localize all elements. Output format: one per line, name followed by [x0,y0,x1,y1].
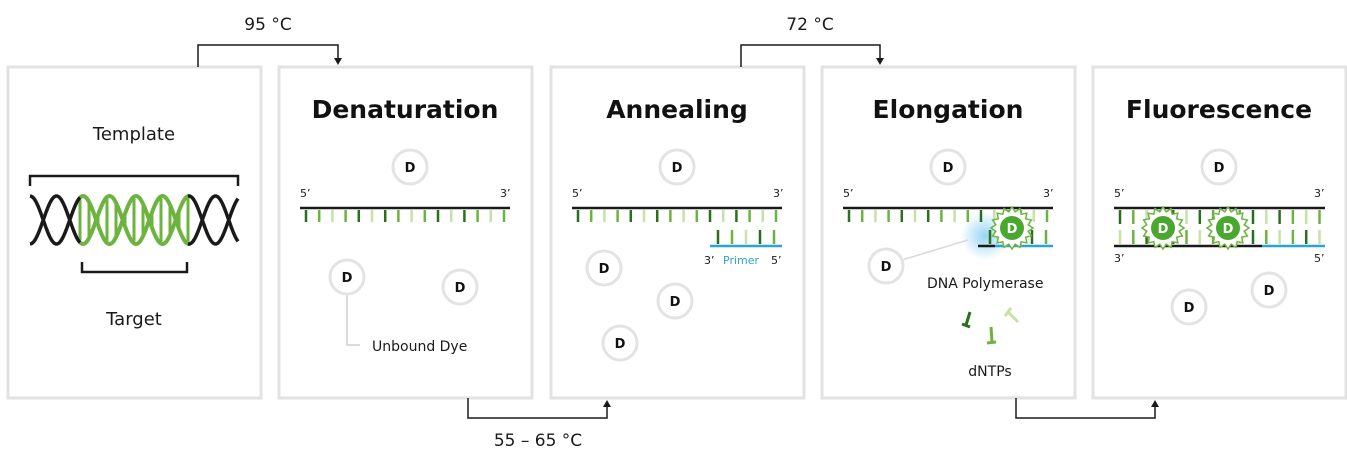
unbound-dye-icon: D [1170,288,1208,326]
denaturation-content: Denaturation 5’ 3’ Unbound Dye [300,95,511,355]
template-label: Template [92,124,175,145]
helix-strand-end [187,194,240,246]
dye-letter: D [670,295,681,310]
unbound-dye-icon: D [929,148,967,186]
connector-72: 72 °C [740,15,884,67]
dye-ring [1170,288,1208,326]
temp-anneal-label: 55 – 65 °C [494,431,582,451]
helix-strand-end [29,194,83,246]
dye-ring [328,258,366,296]
helix-strand-end [29,194,83,246]
unbound-dye-icon: D [441,268,479,306]
bound-dye-icon: D [1205,205,1251,251]
unbound-dye-icon: D [328,258,366,296]
elo-strand [843,206,1053,248]
dye-markers: D D D D D D D D D D D D D D D [328,148,1288,362]
flu-top-5-label: 5’ [1114,187,1125,200]
dye-ring [441,268,479,306]
ann-strand [572,206,782,248]
dye-letter: D [881,260,892,275]
ann-5-label: 5’ [572,187,583,200]
dye-letter: D [1184,301,1195,316]
primer-3-label: 3’ [704,254,715,267]
dye-ring [585,249,623,287]
dye-letter: D [599,262,610,277]
elo-5-label: 5’ [843,187,854,200]
den-strand [300,206,510,222]
annealing-title: Annealing [606,95,748,124]
double-helix-icon [29,193,240,247]
template-bracket [28,174,240,186]
unbound-dye-icon: D [601,324,639,362]
dye-letter: D [1264,284,1275,299]
dye-letter: D [1007,222,1018,237]
unbound-dye-icon: D [658,148,696,186]
unbound-dye-icon: D [391,148,429,186]
flu-bottom-5-label: 5’ [1314,252,1325,265]
helix-strand-target [78,193,191,246]
dye-ring [1200,148,1238,186]
primer-label: Primer [723,254,760,267]
annealing-content: Annealing 5’ 3’ 3’ Primer 5’ [572,95,784,267]
bound-dye-icon: D [1140,205,1186,251]
dye-letter: D [342,271,353,286]
dye-letter: D [1158,222,1169,237]
dye-ring [867,247,905,285]
dye-letter: D [672,161,683,176]
dye-ring [656,282,694,320]
unbound-dye-label: Unbound Dye [372,339,467,355]
elo-3-label: 3’ [1043,187,1054,200]
dye-ring [391,148,429,186]
flu-top-3-label: 3’ [1314,187,1325,200]
connector-fluor [1015,398,1159,419]
dye-letter: D [943,161,954,176]
unbound-dye-icon: D [1200,148,1238,186]
primer-5-label: 5’ [771,254,782,267]
flu-bottom-3-label: 3’ [1114,252,1125,265]
target-label: Target [105,309,162,330]
polymerase-pointer [901,239,969,261]
polymerase-label: DNA Polymerase [927,276,1043,292]
dye-letter: D [1223,222,1234,237]
dye-core [1216,216,1240,240]
bound-dye-icon: D [989,205,1035,251]
dye-core [1151,216,1175,240]
unbound-dye-icon: D [656,282,694,320]
connector-anneal: 55 – 65 °C [467,398,611,451]
dye-ring [658,148,696,186]
dye-ring [929,148,967,186]
unbound-dye-icon: D [585,249,623,287]
annealing-panel [549,65,806,400]
dye-letter: D [405,161,416,176]
den-5-label: 5’ [300,187,311,200]
unbound-dye-leader [346,292,360,346]
temp-elongate-label: 72 °C [786,15,833,35]
panel-boxes [6,65,1347,400]
target-bracket [80,262,189,274]
helix-strand-target [78,194,191,247]
unbound-dye-icon: D [867,247,905,285]
fluorescence-title: Fluorescence [1126,95,1312,124]
dntps-label: dNTPs [968,364,1011,380]
denaturation-panel [277,65,534,400]
temp-denature-label: 95 °C [244,15,291,35]
connector-95: 95 °C [197,15,342,67]
dye-letter: D [455,281,466,296]
denaturation-title: Denaturation [312,95,499,124]
elongation-title: Elongation [873,95,1024,124]
dye-core [1000,216,1024,240]
dye-ring [601,324,639,362]
template-content: Template Target [28,124,240,330]
dye-letter: D [1214,161,1225,176]
den-3-label: 3’ [500,187,511,200]
dye-letter: D [615,337,626,352]
ann-3-label: 3’ [773,187,784,200]
unbound-dye-icon: D [1250,271,1288,309]
dntps-icon [961,307,1020,345]
dye-ring [1250,271,1288,309]
